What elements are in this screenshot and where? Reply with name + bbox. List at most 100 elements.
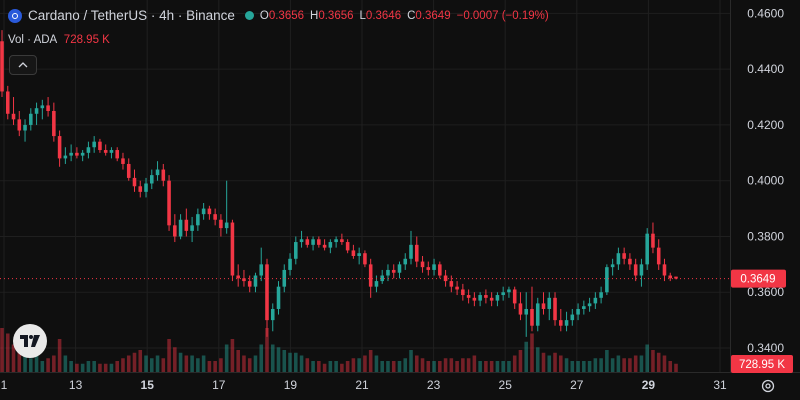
- gear-icon: [761, 379, 775, 393]
- candle-up: [201, 208, 206, 215]
- candle-up: [328, 242, 333, 248]
- volume-bar: [247, 358, 252, 372]
- volume-bar: [69, 361, 73, 372]
- volume-bar: [461, 358, 465, 372]
- candle-down: [633, 264, 638, 276]
- volume-bar: [34, 355, 39, 372]
- time-tick-label: 31: [713, 378, 727, 392]
- candle-up: [259, 264, 264, 276]
- time-tick-label: 19: [284, 378, 298, 392]
- volume-bar: [207, 361, 212, 372]
- time-tick-label: 29: [642, 378, 656, 392]
- volume-bar: [80, 363, 85, 372]
- candle-down: [103, 150, 108, 153]
- price-tick-label: 0.4400: [747, 62, 784, 76]
- candle-down: [674, 276, 678, 279]
- volume-bar: [259, 344, 264, 372]
- volume-bar: [224, 344, 229, 372]
- volume-bar: [75, 363, 79, 372]
- volume-bar: [213, 361, 217, 372]
- candle-up: [409, 244, 413, 259]
- volume-bar: [230, 339, 235, 372]
- candle-down: [651, 233, 655, 248]
- time-tick-label: 1: [1, 378, 8, 392]
- last-price-value: 0.3649: [740, 274, 775, 286]
- price-tick-label: 0.3800: [747, 229, 784, 243]
- volume-bar: [397, 361, 402, 372]
- candle-down: [472, 297, 477, 301]
- candle-down: [541, 303, 546, 309]
- candle-down: [512, 289, 517, 304]
- candle-down: [662, 264, 667, 276]
- ohlc-low: L0.3646: [359, 9, 402, 22]
- candle-down: [167, 180, 171, 226]
- tradingview-logo-icon: [20, 335, 40, 347]
- candle-up: [149, 175, 154, 184]
- candle-up: [564, 320, 569, 326]
- volume-bar: [351, 358, 356, 372]
- volume-bar: [242, 355, 246, 372]
- volume-bar: [639, 355, 644, 372]
- candle-down: [466, 295, 471, 298]
- volume-bar: [380, 361, 384, 372]
- candle-up: [92, 141, 96, 148]
- candle-down: [530, 308, 534, 326]
- volume-bar: [92, 361, 96, 372]
- chart-settings-button[interactable]: [758, 376, 778, 396]
- volume-bar: [512, 355, 517, 372]
- candle-down: [138, 186, 143, 192]
- candle-up: [639, 264, 644, 276]
- candle-up: [178, 219, 183, 237]
- volume-bar: [115, 361, 119, 372]
- volume-legend[interactable]: Vol · ADA 728.95 K: [8, 34, 110, 46]
- volume-bar: [11, 344, 16, 372]
- price-tick-label: 0.4000: [747, 174, 784, 188]
- candle-up: [311, 239, 315, 245]
- volume-bar: [599, 358, 603, 372]
- time-tick-label: 27: [570, 378, 584, 392]
- candle-up: [397, 264, 402, 273]
- time-axis[interactable]: 1 13 15 17 19 21 23 25 27 29 31: [0, 372, 800, 400]
- volume-bar: [616, 355, 621, 372]
- candle-down: [265, 264, 269, 321]
- volume-bar: [173, 347, 177, 372]
- volume-bar: [149, 358, 154, 372]
- cardano-logo-icon: [8, 8, 22, 23]
- market-status-dot-icon: [244, 11, 254, 20]
- symbol-title[interactable]: Cardano / TetherUS · 4h · Binance: [28, 8, 235, 23]
- volume-bar: [564, 358, 569, 372]
- volume-bar: [328, 361, 333, 372]
- candle-up: [386, 269, 390, 276]
- candle-down: [656, 247, 661, 265]
- tradingview-logo[interactable]: [13, 324, 47, 358]
- volume-value-badge: 728.95 K: [731, 355, 793, 373]
- price-axis[interactable]: 0.4600 0.4400 0.4200 0.4000 0.3800 0.3600 0.34…: [730, 0, 800, 400]
- volume-bar: [547, 355, 552, 372]
- candle-up: [501, 292, 505, 296]
- candle-up: [507, 289, 511, 293]
- candle-down: [414, 244, 419, 262]
- volume-bar: [334, 361, 338, 372]
- time-tick-label: 21: [355, 378, 369, 392]
- candle-up: [294, 242, 298, 259]
- volume-badge-value: 728.95 K: [739, 359, 785, 371]
- volume-bar: [17, 350, 22, 372]
- volume-legend-label: Vol · ADA: [8, 34, 57, 46]
- volume-bar: [322, 363, 327, 372]
- candle-up: [495, 295, 500, 301]
- volume-bar: [559, 355, 563, 372]
- volume-bar: [674, 363, 678, 372]
- candle-up: [599, 292, 603, 298]
- candle-down: [207, 208, 212, 215]
- volume-bar: [57, 339, 62, 372]
- volume-bar: [414, 355, 419, 372]
- collapse-legend-button[interactable]: [9, 55, 37, 75]
- candle-down: [161, 169, 166, 181]
- candle-up: [299, 239, 304, 243]
- volume-bar: [651, 350, 655, 372]
- volume-bar: [368, 350, 373, 372]
- volume-bar: [340, 363, 344, 372]
- candle-down: [443, 275, 448, 282]
- volume-bar: [184, 355, 189, 372]
